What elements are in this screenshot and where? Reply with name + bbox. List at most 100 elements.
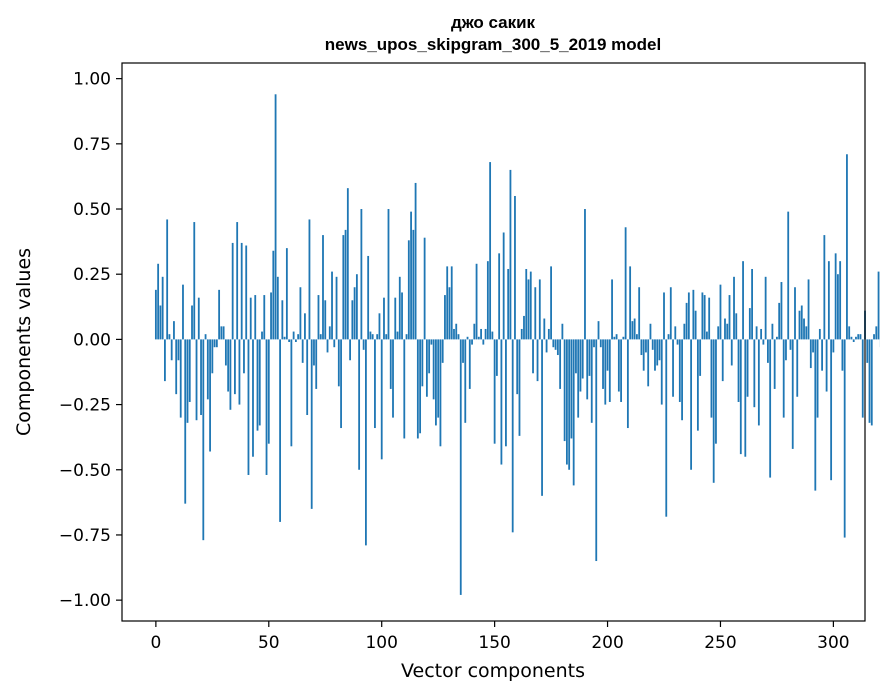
bar [477,336,480,340]
bar [769,339,772,478]
bar [215,339,218,348]
bar [703,295,706,340]
bar [446,266,449,340]
bar [419,339,422,434]
bar [649,323,652,340]
bar [387,209,390,340]
bar [818,328,821,340]
bar [667,334,670,340]
bar [556,339,559,356]
bar [837,274,839,340]
bar [337,339,340,387]
bar [651,339,654,350]
bar [292,331,295,340]
chart-title: джо сакик [451,13,536,32]
x-tick-label: 100 [365,633,397,653]
bar [563,339,566,442]
bar [243,339,245,374]
bar [182,284,184,340]
bar [252,339,254,457]
bar [344,229,347,340]
bar [392,339,394,418]
bar [859,334,862,340]
bar [202,339,205,541]
bar [283,336,286,340]
bar [328,326,331,340]
bar [588,339,591,376]
bar [843,339,846,538]
bar [663,292,665,340]
bar [755,326,758,340]
bar [570,339,573,439]
y-tick-label: 0.25 [73,265,111,285]
bar [464,339,467,423]
bar [611,279,613,340]
bar [870,339,873,426]
bar [739,339,742,455]
x-axis-ticks: 0 50 100 150 200 250 300 [150,621,850,653]
bar [220,326,223,340]
bar [489,162,492,340]
bar [642,339,645,371]
bar [730,339,733,366]
bar [547,328,550,340]
bar [816,339,819,418]
bar [595,339,598,562]
bar [852,339,855,342]
bar [660,339,663,405]
bar [629,266,632,340]
bar [455,323,458,340]
bar [717,326,720,340]
bar [468,339,471,389]
bar [706,331,708,340]
bar [276,276,279,340]
bar [179,339,182,418]
bar [491,331,494,340]
bar [378,313,381,340]
bar [164,339,166,382]
bar [173,321,175,340]
bar [577,339,580,418]
bar [394,297,397,340]
bar [762,339,765,345]
bar [507,268,510,340]
bar [565,339,568,465]
bar [272,250,275,340]
bar [297,334,300,340]
bar [234,339,236,395]
bar [773,339,776,389]
bar [502,232,505,340]
y-tick-label: 0.50 [73,200,111,220]
bar [380,339,383,460]
bar [575,339,577,374]
bar [362,339,365,350]
bar [414,182,417,340]
bar [326,339,329,353]
bar [313,339,315,366]
bar [360,209,363,340]
bar [757,339,760,426]
bar [832,339,835,353]
bar [699,339,702,376]
bar [177,339,180,361]
bar [333,339,336,348]
bar [541,339,543,496]
bar [737,339,740,402]
bar [545,339,548,353]
bar [258,339,261,426]
bar [658,339,661,361]
bar [410,211,412,340]
bar [848,326,851,340]
y-axis-ticks: 1.00 0.75 0.50 0.25 0.00 −0.25 −0.50 −0.75 −1.00 [59,70,122,611]
bar [638,287,641,340]
bar [636,334,638,340]
bar [735,313,738,340]
bar [855,336,857,340]
bar [315,339,318,389]
bar [383,297,385,340]
bar [520,328,523,340]
bar [290,339,293,447]
bar [423,237,426,340]
bar [441,339,444,363]
